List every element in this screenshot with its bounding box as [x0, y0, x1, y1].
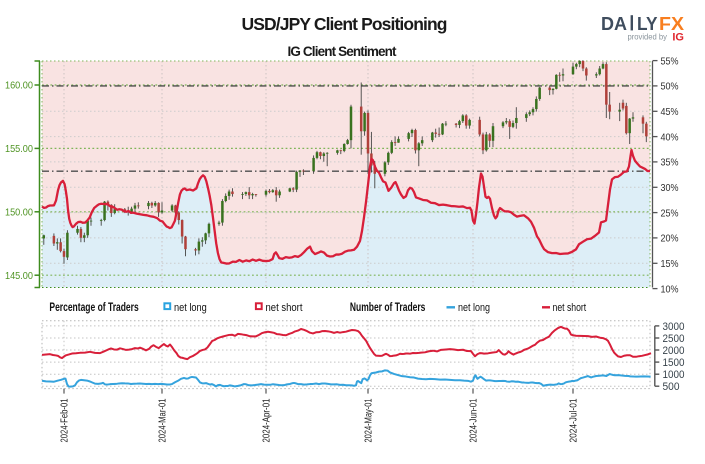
svg-text:2024-Mar-01: 2024-Mar-01 [157, 398, 169, 442]
svg-text:20%: 20% [661, 233, 679, 245]
svg-text:15%: 15% [661, 258, 679, 270]
svg-text:55%: 55% [661, 55, 679, 67]
svg-text:500: 500 [663, 381, 680, 393]
svg-text:FX: FX [659, 13, 685, 34]
svg-text:net short: net short [553, 302, 587, 314]
svg-text:LY: LY [637, 13, 658, 34]
svg-text:2000: 2000 [663, 345, 685, 357]
svg-text:45%: 45% [661, 106, 679, 118]
svg-text:25%: 25% [661, 207, 679, 219]
svg-text:2024-Feb-01: 2024-Feb-01 [59, 398, 71, 442]
svg-text:IG Client Sentiment: IG Client Sentiment [288, 44, 398, 59]
svg-text:USD/JPY Client Positioning: USD/JPY Client Positioning [242, 14, 448, 34]
svg-text:IG: IG [672, 32, 684, 44]
svg-text:1000: 1000 [663, 369, 685, 381]
svg-text:145.00: 145.00 [5, 270, 33, 282]
svg-text:155.00: 155.00 [5, 143, 33, 155]
svg-text:Number of Traders: Number of Traders [350, 302, 426, 314]
svg-text:2024-Apr-01: 2024-Apr-01 [261, 398, 273, 442]
svg-text:160.00: 160.00 [5, 80, 33, 92]
svg-text:1500: 1500 [663, 357, 685, 369]
svg-text:50%: 50% [661, 81, 679, 93]
svg-text:net short: net short [266, 302, 303, 314]
svg-text:3000: 3000 [663, 321, 685, 333]
svg-text:2024-Jul-01: 2024-Jul-01 [568, 398, 580, 442]
svg-text:2500: 2500 [663, 333, 685, 345]
svg-text:2024-May-01: 2024-May-01 [363, 398, 375, 442]
svg-text:150.00: 150.00 [5, 206, 33, 218]
svg-text:40%: 40% [661, 131, 679, 143]
svg-text:DA: DA [601, 13, 627, 34]
svg-text:net long: net long [458, 302, 490, 314]
svg-text:net long: net long [174, 302, 207, 314]
svg-text:2024-Jun-01: 2024-Jun-01 [468, 398, 480, 442]
svg-text:Percentage of Traders: Percentage of Traders [49, 302, 138, 314]
svg-text:30%: 30% [661, 182, 679, 194]
svg-text:10%: 10% [661, 283, 679, 295]
svg-text:provided by: provided by [628, 32, 668, 42]
svg-text:35%: 35% [661, 157, 679, 169]
